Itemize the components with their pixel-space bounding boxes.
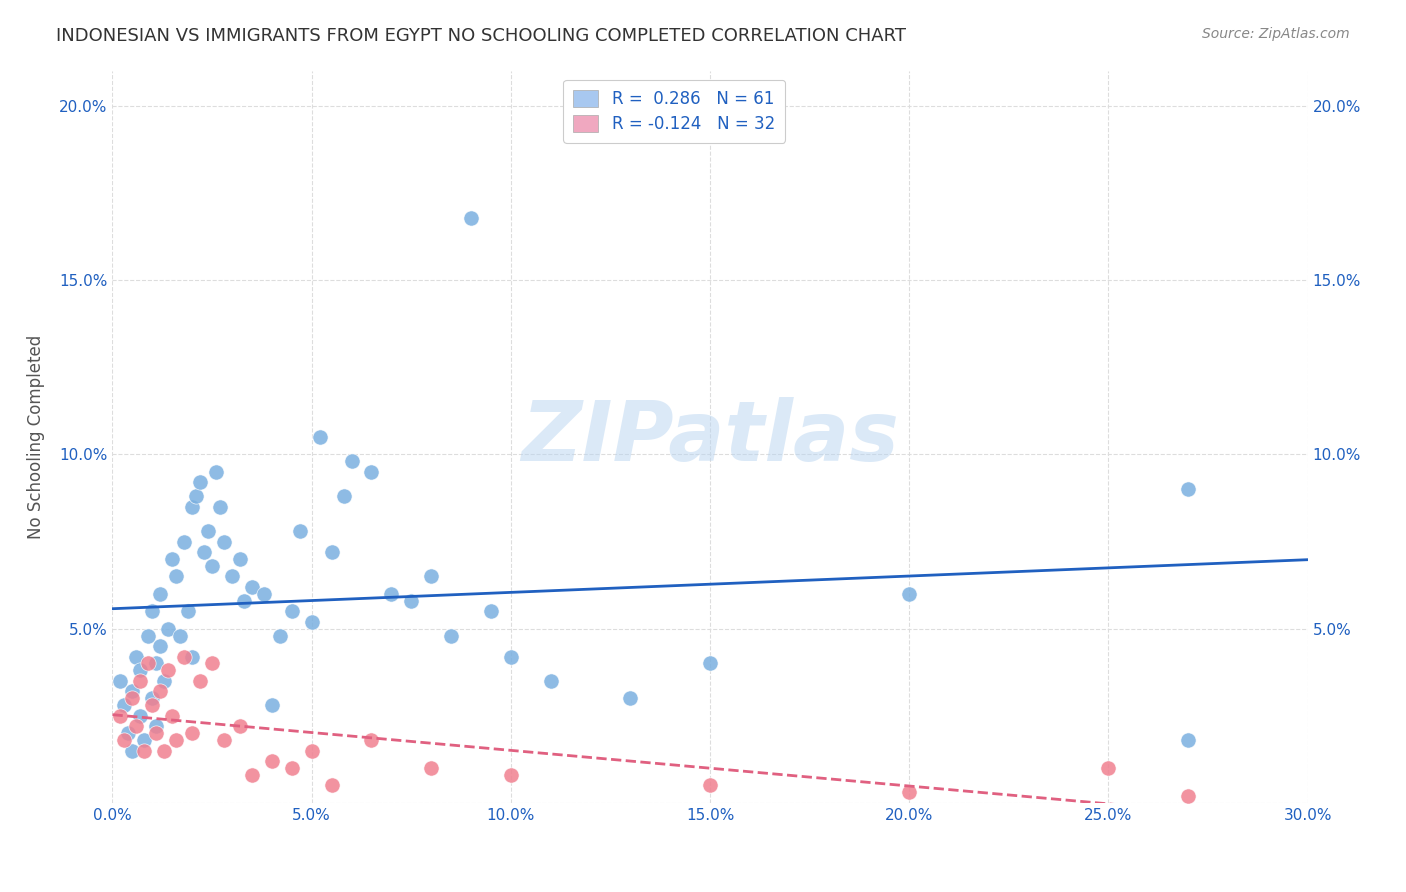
- Point: [301, 615, 323, 629]
- Text: INDONESIAN VS IMMIGRANTS FROM EGYPT NO SCHOOLING COMPLETED CORRELATION CHART: INDONESIAN VS IMMIGRANTS FROM EGYPT NO S…: [56, 27, 907, 45]
- Y-axis label: No Schooling Completed: No Schooling Completed: [27, 335, 45, 539]
- Point: [173, 534, 195, 549]
- Point: [321, 778, 343, 792]
- Point: [134, 733, 156, 747]
- Point: [134, 743, 156, 757]
- Point: [401, 594, 423, 608]
- Point: [110, 708, 132, 723]
- Point: [1177, 733, 1199, 747]
- Point: [288, 524, 311, 538]
- Point: [193, 545, 215, 559]
- Point: [360, 465, 382, 479]
- Point: [499, 649, 522, 664]
- Point: [117, 726, 139, 740]
- Point: [699, 657, 721, 671]
- Point: [201, 657, 224, 671]
- Point: [209, 500, 232, 514]
- Point: [360, 733, 382, 747]
- Point: [201, 558, 224, 573]
- Point: [169, 629, 191, 643]
- Text: ZIPatlas: ZIPatlas: [522, 397, 898, 477]
- Point: [145, 657, 167, 671]
- Point: [197, 524, 219, 538]
- Point: [240, 768, 263, 782]
- Point: [141, 698, 163, 713]
- Point: [479, 604, 502, 618]
- Point: [269, 629, 291, 643]
- Point: [145, 726, 167, 740]
- Point: [157, 622, 180, 636]
- Point: [321, 545, 343, 559]
- Point: [129, 708, 152, 723]
- Point: [1177, 483, 1199, 497]
- Point: [260, 754, 283, 768]
- Point: [281, 604, 304, 618]
- Point: [125, 649, 148, 664]
- Point: [149, 684, 172, 698]
- Point: [229, 552, 252, 566]
- Point: [1177, 789, 1199, 803]
- Point: [153, 743, 176, 757]
- Point: [162, 552, 183, 566]
- Point: [499, 768, 522, 782]
- Point: [188, 673, 211, 688]
- Point: [162, 708, 183, 723]
- Point: [301, 743, 323, 757]
- Point: [138, 629, 160, 643]
- Point: [420, 569, 443, 583]
- Point: [332, 489, 354, 503]
- Point: [181, 649, 204, 664]
- Point: [141, 691, 163, 706]
- Point: [110, 673, 132, 688]
- Legend: R =  0.286   N = 61, R = -0.124   N = 32: R = 0.286 N = 61, R = -0.124 N = 32: [564, 79, 785, 143]
- Point: [149, 639, 172, 653]
- Point: [440, 629, 463, 643]
- Point: [121, 691, 143, 706]
- Point: [165, 733, 187, 747]
- Point: [308, 430, 330, 444]
- Point: [619, 691, 641, 706]
- Point: [165, 569, 187, 583]
- Point: [233, 594, 256, 608]
- Point: [1097, 761, 1119, 775]
- Point: [121, 684, 143, 698]
- Point: [141, 604, 163, 618]
- Point: [114, 698, 135, 713]
- Point: [121, 743, 143, 757]
- Point: [114, 733, 135, 747]
- Point: [153, 673, 176, 688]
- Point: [898, 587, 921, 601]
- Point: [380, 587, 402, 601]
- Point: [281, 761, 304, 775]
- Point: [253, 587, 276, 601]
- Point: [898, 785, 921, 799]
- Point: [540, 673, 562, 688]
- Point: [125, 719, 148, 733]
- Point: [460, 211, 482, 225]
- Point: [129, 664, 152, 678]
- Point: [212, 733, 235, 747]
- Point: [260, 698, 283, 713]
- Point: [340, 454, 363, 468]
- Point: [157, 664, 180, 678]
- Point: [221, 569, 243, 583]
- Point: [240, 580, 263, 594]
- Point: [186, 489, 208, 503]
- Point: [212, 534, 235, 549]
- Point: [188, 475, 211, 490]
- Point: [138, 657, 160, 671]
- Point: [229, 719, 252, 733]
- Point: [145, 719, 167, 733]
- Point: [420, 761, 443, 775]
- Point: [149, 587, 172, 601]
- Text: Source: ZipAtlas.com: Source: ZipAtlas.com: [1202, 27, 1350, 41]
- Point: [699, 778, 721, 792]
- Point: [129, 673, 152, 688]
- Point: [181, 500, 204, 514]
- Point: [181, 726, 204, 740]
- Point: [173, 649, 195, 664]
- Point: [205, 465, 228, 479]
- Point: [177, 604, 200, 618]
